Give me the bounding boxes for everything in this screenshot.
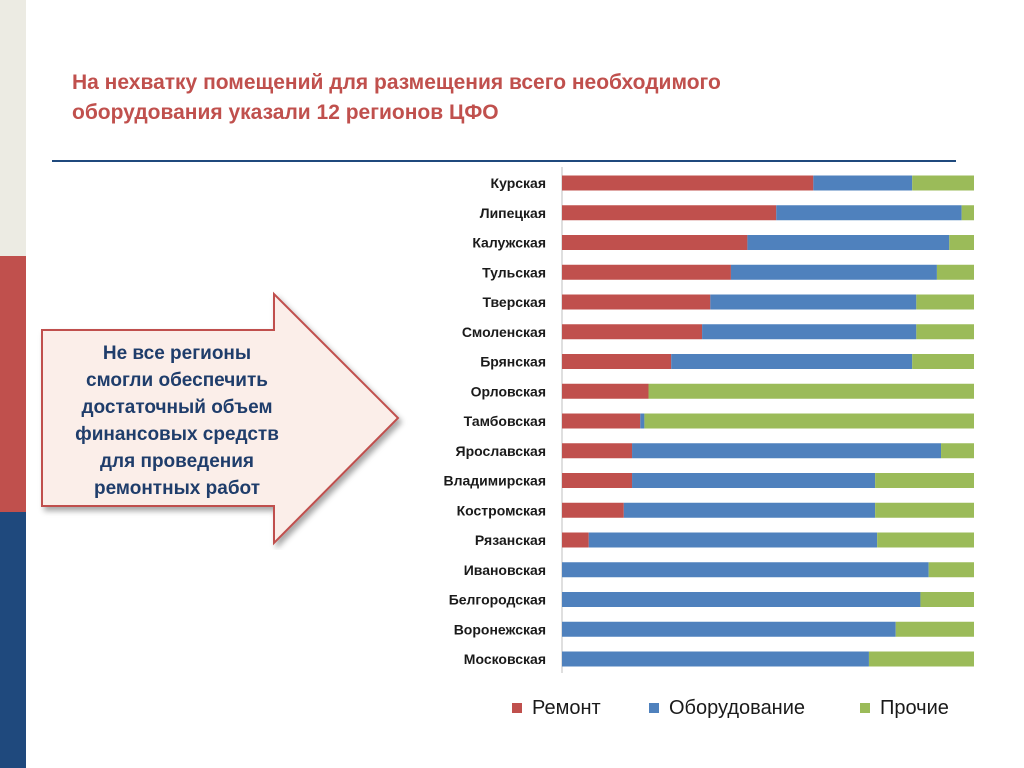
category-label: Тамбовская: [464, 413, 546, 429]
bar-segment-prochie: [916, 324, 974, 340]
callout-text: Не все регионы смогли обеспечить достато…: [56, 340, 298, 502]
bar-segment-prochie: [644, 413, 974, 429]
bar-segment-prochie: [868, 651, 974, 667]
title-line-1: На нехватку помещений для размещения все…: [72, 71, 721, 94]
bar-segment-prochie: [895, 621, 974, 637]
side-strip-red: [0, 256, 26, 512]
callout-line-5: для проведения: [99, 451, 255, 472]
bar-segment-prochie: [912, 175, 974, 191]
bar-segment-prochie: [920, 592, 974, 607]
callout-line-6: ремонтных работ: [93, 478, 260, 499]
category-label: Рязанская: [475, 532, 546, 548]
slide-title: На нехватку помещений для размещения все…: [72, 68, 932, 128]
bar-segment-remont: [562, 235, 748, 250]
legend-item-prochie: Прочие: [860, 696, 949, 720]
category-label: Белгородская: [449, 592, 546, 608]
legend-swatch-remont: [512, 703, 522, 713]
bar-segment-prochie: [877, 532, 974, 548]
category-label: Смоленская: [462, 324, 546, 340]
legend-label-oborudovanie: Оборудование: [669, 696, 806, 719]
bar-segment-oborudovanie: [710, 294, 917, 310]
bar-segment-oborudovanie: [776, 205, 962, 221]
bar-segment-oborudovanie: [562, 562, 929, 578]
title-line-2: оборудования указали 12 регионов ЦФО: [72, 101, 499, 124]
bar-segment-remont: [562, 413, 641, 429]
title-divider: [52, 160, 956, 162]
bar-segment-prochie: [936, 264, 974, 280]
callout-line-1: Не все регионы: [102, 343, 252, 364]
bar-segment-oborudovanie: [623, 502, 876, 518]
bar-segment-oborudovanie: [747, 235, 950, 250]
bar-segment-oborudovanie: [562, 621, 896, 637]
bar-segment-prochie: [912, 354, 974, 369]
bar-segment-oborudovanie: [632, 443, 942, 459]
bar-segment-oborudovanie: [562, 592, 921, 607]
bar-segment-remont: [562, 175, 814, 191]
bar-segment-remont: [562, 264, 731, 280]
legend-label-prochie: Прочие: [880, 696, 949, 719]
bar-segment-remont: [562, 473, 633, 488]
bar-segment-oborudovanie: [671, 354, 913, 369]
category-label: Московская: [464, 651, 546, 667]
category-label: Орловская: [471, 383, 546, 399]
category-label: Владимирская: [443, 473, 546, 489]
bar-segment-remont: [562, 443, 633, 459]
legend-swatch-oborudovanie: [649, 703, 659, 713]
category-label: Тверская: [482, 294, 546, 310]
bar-segment-prochie: [916, 294, 974, 310]
bar-segment-oborudovanie: [813, 175, 913, 191]
bar-segment-prochie: [875, 473, 974, 488]
category-label: Липецкая: [480, 205, 546, 221]
bar-segment-oborudovanie: [632, 473, 876, 488]
side-strip-light: [0, 0, 26, 256]
bar-segment-oborudovanie: [588, 532, 878, 548]
bar-segment-oborudovanie: [562, 651, 869, 667]
legend-swatch-prochie: [860, 703, 870, 713]
bar-segment-remont: [562, 294, 711, 310]
bar-segment-remont: [562, 205, 777, 221]
callout-line-2: смогли обеспечить: [86, 370, 268, 391]
legend-item-oborudovanie: Оборудование: [649, 696, 805, 720]
bar-segment-prochie: [928, 562, 974, 578]
category-label: Курская: [491, 175, 546, 191]
category-label: Калужская: [472, 235, 546, 251]
bar-segment-prochie: [941, 443, 974, 459]
category-label: Тульская: [482, 264, 546, 280]
category-label: Ярославская: [456, 443, 546, 459]
bar-segment-oborudovanie: [730, 264, 937, 280]
bar-segment-oborudovanie: [702, 324, 917, 340]
bar-segment-oborudovanie: [640, 413, 645, 429]
bar-segment-remont: [562, 354, 672, 369]
bar-segment-prochie: [648, 383, 974, 399]
bar-segment-prochie: [961, 205, 974, 221]
stacked-bar-chart: Курская Липецкая Калужская Тульская Тверская…: [443, 167, 974, 673]
bar-segment-remont: [562, 502, 624, 518]
bar-segment-remont: [562, 532, 589, 548]
callout-line-4: финансовых средств: [75, 424, 279, 445]
callout-line-3: достаточный объем: [81, 397, 273, 418]
legend-item-remont: Ремонт: [512, 696, 601, 720]
bar-segment-remont: [562, 324, 703, 340]
bar-segment-prochie: [875, 502, 974, 518]
bar-segment-prochie: [949, 235, 974, 250]
side-strip-blue: [0, 512, 26, 768]
category-label: Костромская: [457, 502, 546, 518]
category-label: Воронежская: [454, 621, 546, 637]
bar-segment-remont: [562, 383, 649, 399]
category-label: Брянская: [480, 354, 546, 370]
category-label: Ивановская: [464, 562, 546, 578]
legend-label-remont: Ремонт: [532, 696, 601, 719]
callout-arrow: [41, 291, 400, 546]
